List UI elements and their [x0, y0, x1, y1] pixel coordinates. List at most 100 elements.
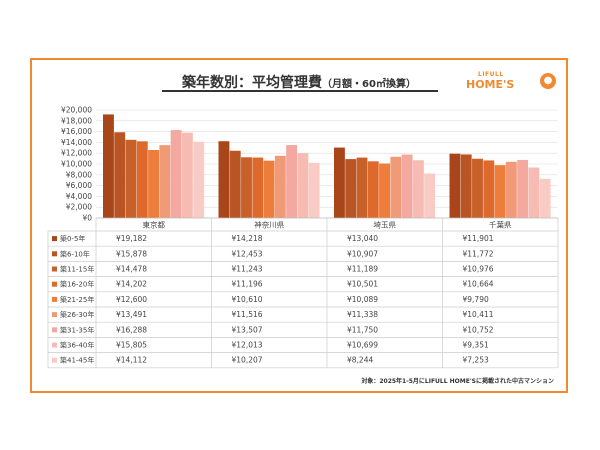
data-label: ¥11,901: [463, 234, 494, 243]
data-label: ¥10,089: [347, 295, 378, 304]
bar: [148, 149, 159, 218]
data-label: ¥10,411: [463, 310, 494, 319]
bar: [125, 139, 137, 218]
data-label: ¥15,878: [116, 249, 147, 258]
bar: [472, 158, 483, 218]
y-tick-label: ¥18,000: [61, 116, 92, 125]
data-label: ¥11,189: [347, 265, 378, 274]
data-label: ¥14,112: [116, 356, 147, 365]
legend-swatch: [52, 281, 57, 287]
data-label: ¥8,244: [347, 356, 373, 365]
bar: [528, 167, 540, 218]
bar: [229, 150, 241, 218]
bar: [449, 153, 461, 218]
legend-swatch: [52, 357, 57, 363]
title-main: 築年数別：平均管理費: [182, 75, 323, 91]
legend-series-name: 築11-15年: [60, 265, 94, 274]
bar: [308, 162, 320, 218]
y-tick-label: ¥12,000: [61, 149, 92, 158]
lion-face-icon: ●: [540, 73, 556, 89]
data-label: ¥11,338: [347, 310, 378, 319]
bar-chart-with-table: ¥0 ¥2,000 ¥4,000 ¥6,000 ¥8,000¥10,000 ¥12,000…: [47, 106, 559, 369]
bar: [103, 114, 114, 218]
x-category-label: 東京都: [143, 220, 166, 230]
data-label: ¥19,182: [116, 234, 147, 243]
y-tick-label: ¥0: [82, 214, 92, 223]
data-label: ¥14,218: [232, 234, 263, 243]
legend-swatch: [52, 312, 57, 318]
chart-title: 築年数別：平均管理費（月額・60㎡換算）: [32, 72, 566, 92]
data-label: ¥12,013: [232, 341, 263, 350]
data-label: ¥16,288: [116, 325, 147, 334]
bar: [181, 132, 193, 218]
bar: [297, 153, 309, 218]
bar: [345, 159, 357, 218]
data-label: ¥13,507: [232, 325, 263, 334]
bar: [218, 141, 230, 218]
title-underline: [162, 90, 438, 92]
data-label: ¥10,610: [232, 295, 263, 304]
data-label: ¥15,805: [116, 341, 147, 350]
bar: [159, 145, 171, 218]
data-label: ¥12,453: [232, 249, 263, 258]
y-tick-label: ¥16,000: [61, 127, 92, 136]
bar: [460, 154, 472, 218]
legend-series-name: 築26-30年: [60, 310, 94, 319]
bar: [252, 157, 264, 218]
bar: [412, 160, 424, 218]
bar: [379, 163, 390, 218]
bar: [334, 147, 345, 218]
y-tick-label: ¥2,000: [66, 203, 92, 212]
data-label: ¥7,253: [463, 356, 489, 365]
data-label: ¥10,752: [463, 325, 494, 334]
data-label: ¥10,664: [463, 280, 494, 289]
data-label: ¥14,478: [116, 265, 147, 274]
data-label: ¥13,491: [116, 310, 147, 319]
legend-series-name: 築41-45年: [60, 356, 94, 365]
data-label: ¥12,600: [116, 295, 147, 304]
bar: [390, 156, 402, 218]
legend-series-name: 築16-20年: [60, 280, 94, 289]
legend-series-name: 築31-35年: [60, 325, 94, 334]
bar: [193, 141, 205, 218]
y-tick-label: ¥8,000: [66, 170, 92, 179]
y-tick-label: ¥20,000: [61, 106, 92, 115]
data-label: ¥10,207: [232, 356, 263, 365]
bar: [286, 145, 298, 218]
title-subtitle: （月額・60㎡換算）: [322, 79, 416, 90]
bar: [505, 161, 517, 218]
bar: [494, 165, 506, 218]
chart-frame: 築年数別：平均管理費（月額・60㎡換算） LIFULL HOME'S ● ¥0 ¥…: [30, 58, 568, 393]
lifull-homes-logo: LIFULL HOME'S ●: [466, 70, 556, 92]
data-label: ¥11,750: [347, 325, 378, 334]
legend-series-name: 築36-40年: [60, 341, 94, 350]
legend-swatch: [52, 296, 57, 302]
bar: [241, 157, 252, 218]
y-tick-label: ¥10,000: [61, 160, 92, 169]
legend-series-name: 築0-5年: [60, 234, 85, 243]
bar: [263, 160, 275, 218]
x-category-label: 埼玉県: [374, 220, 397, 230]
data-label: ¥11,196: [232, 280, 263, 289]
bar: [539, 178, 551, 218]
bar: [517, 159, 529, 218]
footnote: 対象：2025年1-5月にLIFULL HOME'Sに掲載された中古マンション: [361, 378, 554, 385]
data-label: ¥10,501: [347, 280, 378, 289]
bar: [274, 155, 286, 218]
y-tick-label: ¥6,000: [66, 181, 92, 190]
legend-series-name: 築21-25年: [60, 295, 94, 304]
y-tick-label: ¥14,000: [61, 138, 92, 147]
y-tick-label: ¥4,000: [66, 192, 92, 201]
x-category-label: 千葉県: [489, 220, 512, 230]
bar: [136, 141, 148, 218]
legend-swatch: [52, 236, 57, 242]
legend-series-name: 築6-10年: [60, 249, 90, 258]
logo-small-text: LIFULL: [478, 71, 504, 78]
data-label: ¥11,243: [232, 265, 263, 274]
legend-swatch: [52, 327, 57, 333]
x-category-label: 神奈川県: [254, 220, 284, 230]
bar: [170, 130, 182, 218]
bar: [483, 160, 495, 218]
legend-swatch: [52, 251, 57, 257]
data-label: ¥9,351: [463, 341, 489, 350]
